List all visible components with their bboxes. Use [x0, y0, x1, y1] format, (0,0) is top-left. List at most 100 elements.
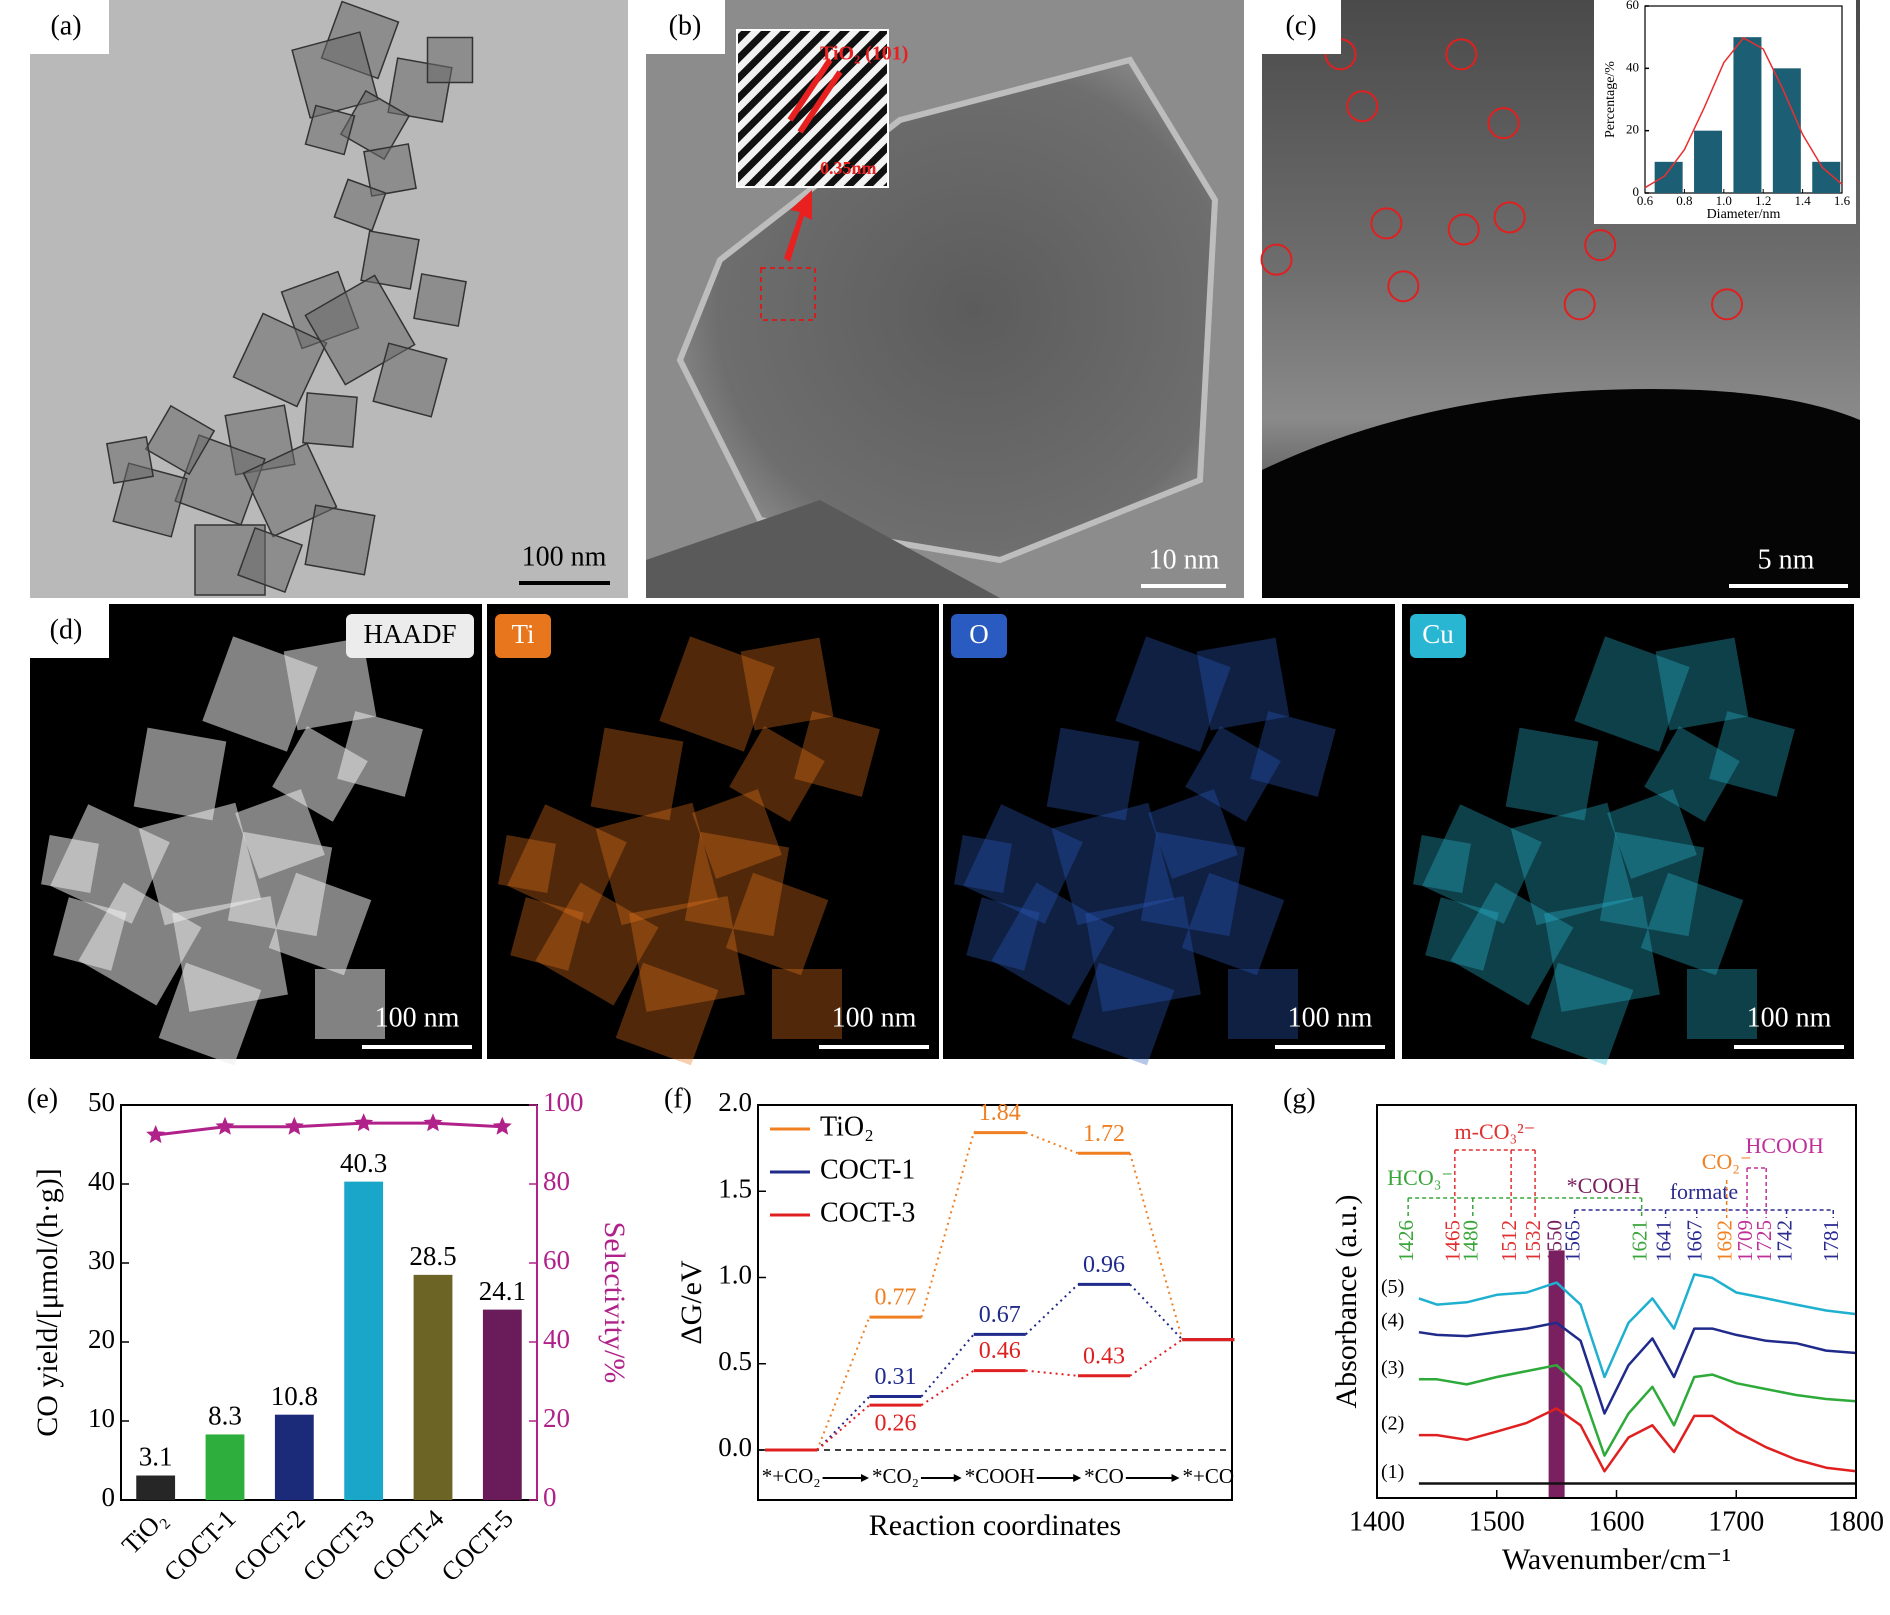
scale-bar-label: 100 nm: [1288, 1002, 1373, 1033]
arrow-head: [860, 1474, 869, 1482]
axis-title: Absorbance (a.u.): [1330, 1194, 1363, 1408]
particle: [1228, 969, 1298, 1039]
map-label-box: [495, 614, 551, 658]
x-tick-label: 1400: [1349, 1506, 1405, 1537]
map-label: Cu: [1422, 619, 1454, 649]
axis-title: Diameter/nm: [1707, 207, 1781, 222]
spectrum: [1418, 1363, 1857, 1457]
particle: [133, 727, 227, 821]
bar: [344, 1181, 384, 1500]
map-panel: [1402, 604, 1854, 1059]
scale-bar-label: 100 nm: [832, 1002, 917, 1033]
label-box: [30, 0, 109, 54]
x-tick-label: TiO₂: [116, 1504, 172, 1560]
value-label: 0.43: [1083, 1343, 1125, 1369]
peak-label: 1565: [1560, 1220, 1584, 1262]
particle: [105, 435, 155, 485]
particle: [1413, 835, 1471, 893]
peak-label: 1667: [1683, 1220, 1707, 1262]
label-box: [30, 604, 109, 658]
particle: [1640, 872, 1744, 976]
bar: [205, 1434, 245, 1500]
connector: [1129, 1338, 1183, 1377]
star-marker: [354, 1113, 374, 1132]
peak-label: 1725: [1752, 1220, 1776, 1262]
particle: [684, 831, 790, 937]
panel-label: (b): [669, 10, 702, 41]
panel-label: (g): [1283, 1083, 1316, 1114]
scale-bar-label: 5 nm: [1758, 544, 1815, 575]
label-box: [1262, 0, 1341, 54]
particle: [1607, 789, 1697, 879]
y-tick-label: 50: [88, 1087, 115, 1117]
peak-label: 1512: [1497, 1220, 1521, 1262]
atom-marker: [1387, 270, 1420, 303]
series-label: (1): [1381, 1461, 1404, 1483]
connector: [816, 1395, 871, 1451]
x-category: *+CO: [1183, 1464, 1235, 1488]
peak-label: 1709: [1733, 1220, 1757, 1262]
legend-label: COCT-1: [820, 1154, 915, 1185]
x-tick-label: 1.2: [1755, 193, 1771, 208]
highlight-band: [1548, 1250, 1565, 1498]
x-tick-label: COCT-2: [228, 1504, 311, 1587]
axis-title: Wavenumber/cm⁻¹: [1502, 1543, 1731, 1576]
y-tick-label: 10: [88, 1403, 115, 1433]
series-label: (3): [1381, 1357, 1404, 1379]
map-label-box: [346, 614, 474, 658]
peak-label: 1742: [1772, 1220, 1796, 1262]
panel-label: (e): [27, 1083, 58, 1114]
bar: [1733, 37, 1762, 193]
selectivity-line: [155, 1121, 503, 1137]
series-label: (5): [1381, 1276, 1404, 1298]
x-tick-label: 1500: [1469, 1506, 1525, 1537]
y-tick-label: 60: [1626, 0, 1639, 12]
x-category: *CO: [1084, 1464, 1124, 1488]
y-tick-label: 0.5: [718, 1346, 752, 1376]
x-tick-label: 1600: [1589, 1506, 1645, 1537]
particle: [41, 835, 99, 893]
particle: [692, 789, 782, 879]
particle: [595, 802, 719, 926]
peak-label: 1621: [1627, 1220, 1651, 1262]
x-tick-label: COCT-5: [436, 1504, 519, 1587]
scale-bar-label: 100 nm: [522, 541, 607, 572]
particle: [315, 969, 385, 1039]
group-label: CO₂⁻: [1702, 1149, 1752, 1174]
particle: [360, 230, 420, 290]
spectrum: [1418, 1321, 1857, 1415]
bar: [482, 1309, 522, 1500]
x-tick-label: 0.6: [1637, 193, 1654, 208]
particle: [112, 462, 188, 538]
value-label: 8.3: [208, 1401, 242, 1431]
spectrum: [1418, 1407, 1857, 1473]
particle: [1071, 962, 1175, 1066]
value-label: 0.77: [874, 1285, 916, 1311]
particle: [1425, 897, 1499, 971]
axis-title: Selectivity/%: [598, 1222, 631, 1384]
peak-label: 1781: [1819, 1220, 1843, 1262]
fit-curve: [1644, 36, 1843, 189]
particle: [1644, 726, 1740, 822]
bar: [1694, 130, 1723, 193]
particle: [144, 404, 216, 476]
panel-label: (d): [50, 614, 83, 645]
connector: [1025, 1131, 1079, 1155]
arrow: [784, 190, 812, 262]
bar: [413, 1274, 453, 1500]
value-label: 10.8: [271, 1381, 318, 1411]
arrow-head: [953, 1474, 962, 1482]
particle: [629, 896, 745, 1012]
y2-tick-label: 100: [543, 1087, 584, 1117]
x-tick-label: 1.0: [1716, 193, 1732, 208]
group-label: *COOH: [1567, 1173, 1640, 1198]
particle: [1709, 711, 1795, 797]
y-tick-label: 2.0: [718, 1087, 752, 1117]
x-tick-label: COCT-1: [158, 1504, 241, 1587]
particle: [535, 882, 659, 1006]
peak-label: 1532: [1521, 1220, 1545, 1262]
x-tick-label: COCT-3: [297, 1504, 380, 1587]
value-label: 40.3: [340, 1148, 387, 1178]
value-label: 0.67: [979, 1302, 1021, 1328]
series-label: (2): [1381, 1413, 1404, 1435]
